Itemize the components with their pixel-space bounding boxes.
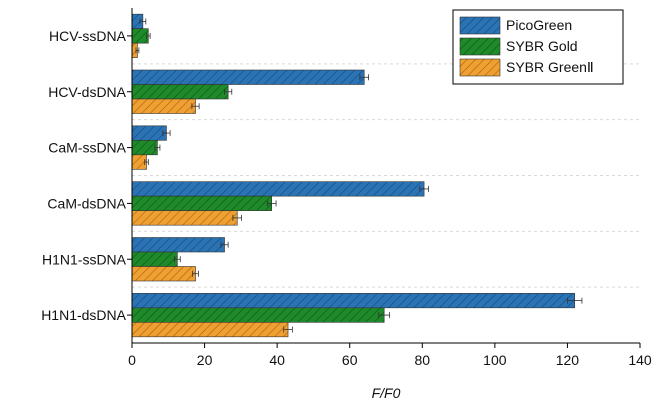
bar-cam-ssdna-picogreen xyxy=(131,125,167,141)
bar-cam-dsdna-picogreen xyxy=(131,181,425,197)
bars xyxy=(131,13,583,338)
bar-cam-ssdna-sybr-gold xyxy=(131,140,158,156)
bar-hcv-ssdna-sybr-gold xyxy=(131,28,149,44)
x-axis-title: F/F0 xyxy=(372,385,401,401)
error-bar-h1n1-dsdna-sybr-green xyxy=(283,326,293,333)
legend-swatch-sybr-green xyxy=(459,58,501,77)
category-label-cam-dsdna: CaM-dsDNA xyxy=(47,195,126,211)
bar-cam-dsdna-sybr-gold xyxy=(131,195,272,211)
legend-label-sybr-gold: SYBR Gold xyxy=(506,38,578,54)
x-tick-label: 140 xyxy=(628,352,652,368)
bar-h1n1-ssdna-sybr-gold xyxy=(131,251,178,267)
x-ticks: 0 20 40 60 80 100 120 140 xyxy=(128,343,652,368)
category-labels: HCV-ssDNA HCV-dsDNA CaM-ssDNA CaM-dsDNA H1N1… xyxy=(41,28,132,323)
category-label-cam-ssdna: CaM-ssDNA xyxy=(48,140,126,156)
grid-lines xyxy=(132,63,640,288)
error-bar-cam-dsdna-sybr-gold xyxy=(266,200,277,207)
error-bar-hcv-ssdna-sybr-gold xyxy=(146,32,151,39)
error-bar-h1n1-ssdna-sybr-gold xyxy=(174,256,181,263)
error-bar-cam-dsdna-picogreen xyxy=(419,185,429,192)
bar-h1n1-dsdna-picogreen xyxy=(131,293,575,309)
bar-hcv-dsdna-picogreen xyxy=(131,69,365,85)
bar-h1n1-ssdna-sybr-green xyxy=(131,266,196,282)
x-tick-label: 80 xyxy=(414,352,430,368)
legend-label-picogreen: PicoGreen xyxy=(506,17,572,33)
error-bar-hcv-dsdna-picogreen xyxy=(359,74,369,81)
bar-hcv-dsdna-sybr-green xyxy=(131,98,196,114)
legend-label-sybr-green: SYBR GreenⅡ xyxy=(506,59,594,75)
legend: PicoGreen SYBR Gold SYBR GreenⅡ xyxy=(452,9,624,85)
error-bar-hcv-ssdna-sybr-green xyxy=(135,47,140,54)
bar-hcv-dsdna-sybr-gold xyxy=(131,84,229,100)
error-bar-h1n1-dsdna-picogreen xyxy=(567,297,583,304)
x-tick-label: 120 xyxy=(556,352,580,368)
error-bar-cam-ssdna-picogreen xyxy=(162,130,171,137)
error-bar-h1n1-dsdna-sybr-gold xyxy=(378,312,391,319)
x-tick-label: 0 xyxy=(128,352,136,368)
bar-cam-dsdna-sybr-green xyxy=(131,210,238,226)
x-tick-label: 40 xyxy=(269,352,285,368)
x-tick-label: 20 xyxy=(197,352,213,368)
legend-swatch-sybr-gold xyxy=(459,37,501,56)
category-label-h1n1-dsdna: H1N1-dsDNA xyxy=(41,307,126,323)
legend-swatch-picogreen xyxy=(459,16,501,35)
category-label-hcv-dsdna: HCV-dsDNA xyxy=(48,84,126,100)
category-label-h1n1-ssdna: H1N1-ssDNA xyxy=(42,251,127,267)
error-bar-h1n1-ssdna-sybr-green xyxy=(192,270,199,277)
x-tick-label: 60 xyxy=(342,352,358,368)
bar-h1n1-dsdna-sybr-green xyxy=(131,322,289,338)
x-tick-label: 100 xyxy=(483,352,507,368)
category-label-hcv-ssdna: HCV-ssDNA xyxy=(49,28,127,44)
axes xyxy=(131,8,640,344)
error-bar-hcv-ssdna-picogreen xyxy=(139,18,147,25)
error-bar-cam-dsdna-sybr-green xyxy=(232,214,242,221)
error-bar-hcv-dsdna-sybr-gold xyxy=(224,88,233,95)
error-bar-cam-ssdna-sybr-green xyxy=(144,159,149,166)
bar-h1n1-dsdna-sybr-gold xyxy=(131,307,385,323)
error-bar-cam-ssdna-sybr-gold xyxy=(154,144,161,151)
error-bar-h1n1-ssdna-picogreen xyxy=(220,241,229,248)
error-bar-hcv-dsdna-sybr-green xyxy=(191,103,200,110)
bar-h1n1-ssdna-picogreen xyxy=(131,237,225,253)
